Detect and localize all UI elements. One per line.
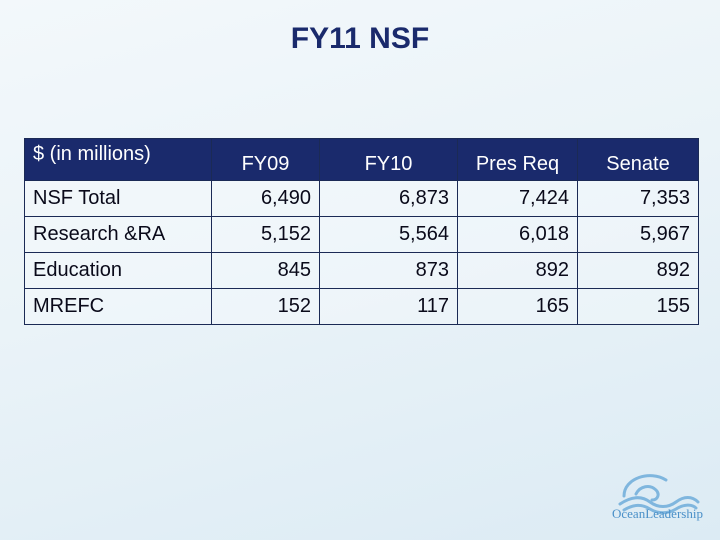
budget-table: $ (in millions) FY09 FY10 Pres Req Senat… <box>24 138 699 325</box>
row-label: MREFC <box>24 288 212 325</box>
row-label: Research &RA <box>24 216 212 253</box>
table-row: NSF Total 6,490 6,873 7,424 7,353 <box>24 180 699 217</box>
table-cell: 873 <box>319 252 458 289</box>
table-cell: 117 <box>319 288 458 325</box>
organization-logo-text: OceanLeadership <box>612 506 703 522</box>
logo-word-leadership: Leadership <box>645 506 703 521</box>
table-cell: 845 <box>211 252 320 289</box>
table-row: Education 845 873 892 892 <box>24 252 699 289</box>
table-cell: 7,424 <box>457 180 578 217</box>
table-cell: 5,564 <box>319 216 458 253</box>
logo-word-ocean: Ocean <box>612 506 646 521</box>
table-cell: 6,490 <box>211 180 320 217</box>
slide-title: FY11 NSF <box>290 22 430 55</box>
table-cell: 155 <box>577 288 699 325</box>
wave-icon <box>618 474 700 515</box>
header-fy09: FY09 <box>211 138 320 181</box>
table-cell: 165 <box>457 288 578 325</box>
header-pres-req: Pres Req <box>457 138 578 181</box>
table-cell: 892 <box>457 252 578 289</box>
table-cell: 6,873 <box>319 180 458 217</box>
table-cell: 6,018 <box>457 216 578 253</box>
header-units: $ (in millions) <box>24 138 212 181</box>
table-row: MREFC 152 117 165 155 <box>24 288 699 325</box>
row-label: Education <box>24 252 212 289</box>
table-header-row: $ (in millions) FY09 FY10 Pres Req Senat… <box>24 138 699 181</box>
table-cell: 892 <box>577 252 699 289</box>
header-senate: Senate <box>577 138 699 181</box>
header-fy10: FY10 <box>319 138 458 181</box>
table-row: Research &RA 5,152 5,564 6,018 5,967 <box>24 216 699 253</box>
table-cell: 7,353 <box>577 180 699 217</box>
table-cell: 152 <box>211 288 320 325</box>
row-label: NSF Total <box>24 180 212 217</box>
table-cell: 5,152 <box>211 216 320 253</box>
table-cell: 5,967 <box>577 216 699 253</box>
